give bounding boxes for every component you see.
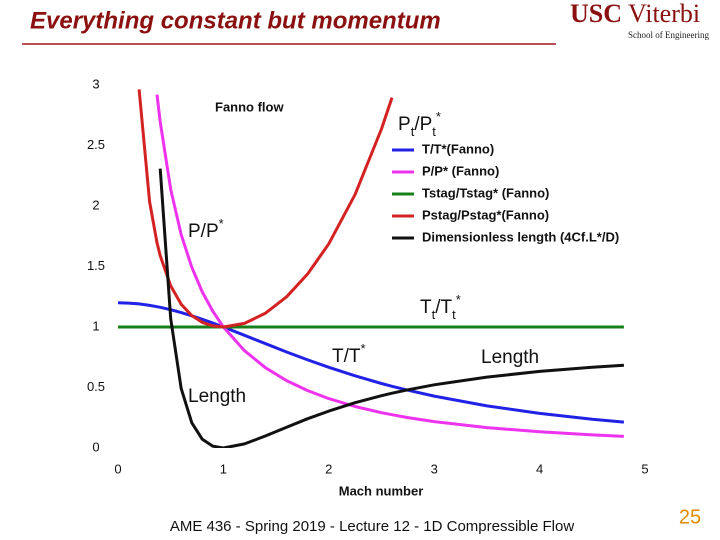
annotation: P/P* [188, 216, 224, 242]
annotation-run: Length [188, 386, 246, 407]
footer-text: AME 436 - Spring 2019 - Lecture 12 - 1D … [170, 518, 575, 535]
y-tick-label: 0 [92, 439, 99, 454]
chart-title: Fanno flow [215, 99, 284, 114]
annotation-run: t [452, 307, 456, 322]
annotation-run: t [432, 124, 436, 139]
series-line [118, 301, 625, 424]
slide-title: Everything constant but momentum [30, 7, 441, 34]
page-number: 25 [679, 506, 701, 528]
series-line [158, 168, 624, 448]
annotation: Length [188, 386, 246, 407]
annotation-run: * [456, 292, 461, 307]
legend-label: Tstag/Tstag* (Fanno) [422, 185, 549, 200]
annotation-run: t [411, 124, 415, 139]
logo-usc: USC [570, 0, 622, 28]
annotation-run: /T [435, 297, 452, 318]
y-tick-label: 2.5 [87, 137, 105, 152]
legend-label: P/P* (Fanno) [422, 163, 499, 178]
series-line [155, 94, 624, 438]
annotation-run: T/T [332, 346, 361, 367]
x-axis-label: Mach number [339, 483, 424, 498]
annotation: Tt/Tt* [420, 292, 461, 322]
y-tick-label: 1 [92, 318, 99, 333]
x-tick-label: 3 [431, 461, 438, 476]
x-tick-label: 4 [536, 461, 543, 476]
logo-viterbi: Viterbi [628, 0, 700, 28]
annotation-run: T [420, 297, 432, 318]
plot-area [118, 89, 625, 448]
annotation-run: Length [481, 347, 539, 368]
y-tick-label: 3 [92, 76, 99, 91]
annotation-run: t [432, 307, 436, 322]
x-tick-label: 1 [220, 461, 227, 476]
annotation: Length [481, 347, 539, 368]
annotation-run: * [361, 341, 366, 356]
annotation: T/T* [332, 341, 366, 367]
logo-sub: School of Engineering [628, 30, 709, 40]
legend-label: Pstag/Pstag*(Fanno) [422, 207, 549, 222]
annotation-run: /P [414, 114, 432, 135]
y-tick-label: 0.5 [87, 379, 105, 394]
annotation: Pt/Pt* [398, 109, 441, 139]
annotation-run: P [398, 114, 411, 135]
legend-label: Dimensionless length (4Cf.L*/D) [422, 229, 619, 244]
annotation-run: * [436, 109, 441, 124]
y-tick-label: 1.5 [87, 258, 105, 273]
x-tick-label: 2 [325, 461, 332, 476]
x-tick-label: 5 [641, 461, 648, 476]
annotation-run: P/P [188, 221, 219, 242]
legend-label: T/T*(Fanno) [422, 141, 494, 156]
x-tick-label: 0 [114, 461, 121, 476]
series-line [137, 89, 394, 329]
y-tick-label: 2 [92, 197, 99, 212]
annotation-run: * [219, 216, 224, 231]
